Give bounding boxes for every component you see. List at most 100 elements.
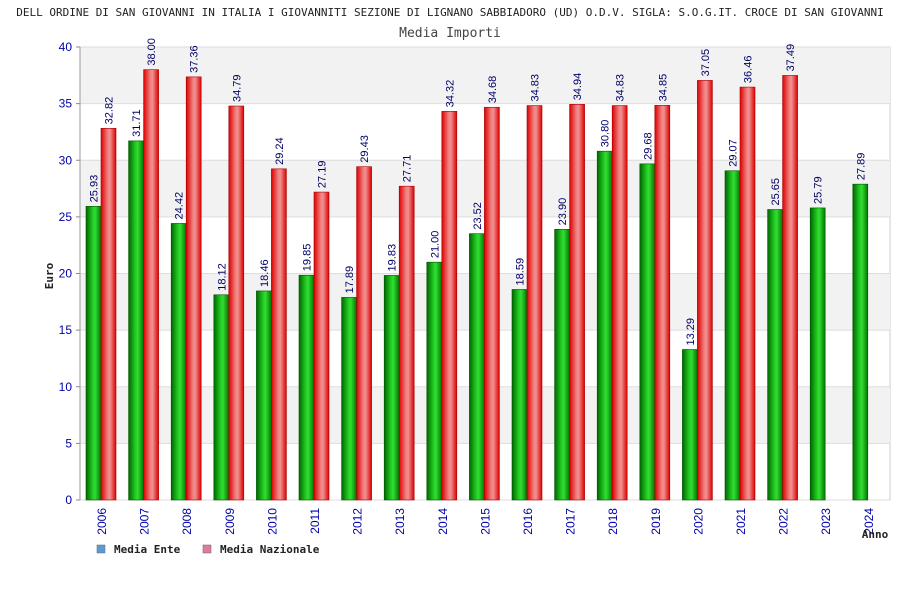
legend-label-media-ente: Media Ente: [114, 543, 181, 556]
data-label-media-nazionale-2008: 37.36: [189, 45, 201, 73]
bar-media-ente-2023: [809, 207, 826, 501]
data-label-media-ente-2007: 31.71: [131, 109, 143, 137]
data-label-media-ente-2006: 25.93: [89, 175, 101, 203]
data-label-media-nazionale-2006: 32.82: [104, 97, 116, 125]
data-label-media-ente-2022: 25.65: [770, 178, 782, 206]
bar-media-nazionale-2011: [313, 191, 330, 501]
y-tick-label: 10: [59, 380, 73, 394]
data-label-media-ente-2016: 18.59: [515, 258, 527, 286]
x-tick-label: 2010: [265, 508, 279, 535]
x-tick-label: 2016: [521, 508, 535, 535]
legend-swatch-media-ente: [96, 544, 106, 554]
x-tick-label: 2023: [819, 508, 833, 535]
data-label-media-nazionale-2022: 37.49: [785, 44, 797, 72]
y-tick-label: 35: [59, 97, 73, 111]
data-label-media-ente-2009: 18.12: [216, 263, 228, 291]
x-tick-label: 2008: [180, 508, 194, 535]
bar-media-ente-2024: [852, 183, 869, 501]
x-tick-label: 2017: [564, 508, 578, 535]
data-label-media-nazionale-2010: 29.24: [274, 137, 286, 165]
bar-media-nazionale-2006: [100, 128, 117, 501]
bar-media-nazionale-2008: [185, 76, 202, 501]
data-label-media-nazionale-2007: 38.00: [146, 38, 158, 66]
bar-media-nazionale-2015: [484, 106, 500, 501]
bar-media-nazionale-2010: [271, 168, 287, 501]
bars-group: [85, 69, 869, 501]
data-label-media-ente-2019: 29.68: [642, 132, 654, 160]
bar-media-ente-2010: [256, 290, 272, 501]
x-tick-label: 2009: [223, 508, 237, 535]
y-tick-label: 5: [65, 436, 72, 450]
data-label-media-ente-2014: 21.00: [429, 231, 441, 259]
data-label-media-ente-2018: 30.80: [600, 120, 612, 148]
legend: Media Ente Media Nazionale: [96, 543, 320, 556]
data-label-media-nazionale-2014: 34.32: [444, 80, 456, 108]
bar-media-ente-2015: [469, 233, 485, 501]
legend-label-media-nazionale: Media Nazionale: [220, 543, 320, 556]
data-label-media-nazionale-2013: 27.71: [402, 155, 414, 183]
legend-swatch-media-nazionale: [202, 544, 212, 554]
bar-media-ente-2008: [170, 223, 187, 501]
bar-media-ente-2014: [426, 261, 443, 501]
x-tick-label: 2012: [351, 508, 365, 535]
chart-title: DELL ORDINE DI SAN GIOVANNI IN ITALIA I …: [16, 6, 884, 19]
data-label-media-ente-2010: 18.46: [259, 259, 271, 287]
data-label-media-nazionale-2015: 34.68: [487, 76, 499, 104]
data-label-media-ente-2012: 17.89: [344, 266, 356, 294]
bar-media-ente-2009: [213, 294, 230, 501]
bar-media-nazionale-2019: [654, 105, 671, 501]
bar-media-nazionale-2021: [739, 86, 756, 501]
bar-media-nazionale-2014: [441, 111, 458, 501]
bar-media-ente-2017: [554, 229, 570, 501]
y-tick-label: 0: [65, 493, 72, 507]
data-label-media-ente-2013: 19.83: [387, 244, 399, 272]
value-labels: 25.93 32.82 31.71 38.00 24.42 37.36 18.12 34.79…: [89, 38, 868, 345]
x-tick-label: 2007: [138, 508, 152, 535]
bar-media-ente-2021: [724, 170, 741, 501]
grid-band: [80, 47, 890, 104]
bar-media-ente-2020: [682, 349, 698, 501]
x-tick-label: 2019: [649, 508, 663, 535]
data-label-media-nazionale-2020: 37.05: [700, 49, 712, 77]
x-tick-label: 2013: [393, 508, 407, 535]
y-tick-label: 15: [59, 323, 73, 337]
x-axis-label: Anno: [862, 528, 889, 541]
x-tick-label: 2024: [862, 508, 876, 535]
y-tick-label: 40: [59, 40, 73, 54]
x-tick-label: 2021: [734, 508, 748, 535]
data-label-media-ente-2011: 19.85: [302, 244, 314, 272]
x-tick-label: 2014: [436, 508, 450, 535]
data-label-media-nazionale-2021: 36.46: [743, 56, 755, 84]
data-label-media-ente-2021: 29.07: [728, 139, 740, 167]
bar-media-nazionale-2013: [398, 185, 415, 501]
data-label-media-nazionale-2019: 34.85: [657, 74, 669, 102]
y-tick-label: 25: [59, 210, 73, 224]
x-tick-label: 2022: [777, 508, 791, 535]
bar-media-nazionale-2018: [611, 105, 628, 501]
y-axis-label: Euro: [43, 262, 56, 289]
bar-media-ente-2006: [85, 206, 102, 501]
data-label-media-nazionale-2017: 34.94: [572, 73, 584, 101]
bar-media-nazionale-2020: [697, 80, 713, 501]
x-tick-label: 2020: [691, 508, 705, 535]
bar-media-nazionale-2007: [143, 69, 159, 501]
y-axis-ticks: 0 5 10 15 20 25 30 35 40: [59, 40, 81, 507]
data-label-media-ente-2023: 25.79: [813, 176, 825, 204]
bar-media-ente-2013: [383, 275, 400, 501]
bar-media-nazionale-2012: [356, 166, 372, 501]
data-label-media-nazionale-2012: 29.43: [359, 135, 371, 163]
bar-media-nazionale-2017: [569, 104, 585, 501]
data-label-media-nazionale-2018: 34.83: [615, 74, 627, 102]
data-label-media-ente-2008: 24.42: [174, 192, 186, 220]
bar-media-ente-2019: [639, 163, 656, 501]
bar-media-ente-2018: [596, 150, 613, 501]
x-tick-label: 2018: [606, 508, 620, 535]
x-tick-label: 2015: [478, 508, 492, 535]
bar-media-ente-2016: [511, 289, 528, 501]
x-axis-ticks: 2006 2007 2008 2009 2010 2011 2012 2013 2014 2015…: [95, 508, 876, 535]
chart-subtitle: Media Importi: [399, 26, 501, 41]
data-label-media-nazionale-2016: 34.83: [530, 74, 542, 102]
data-label-media-ente-2020: 13.29: [685, 318, 697, 346]
bar-media-ente-2012: [341, 297, 357, 501]
